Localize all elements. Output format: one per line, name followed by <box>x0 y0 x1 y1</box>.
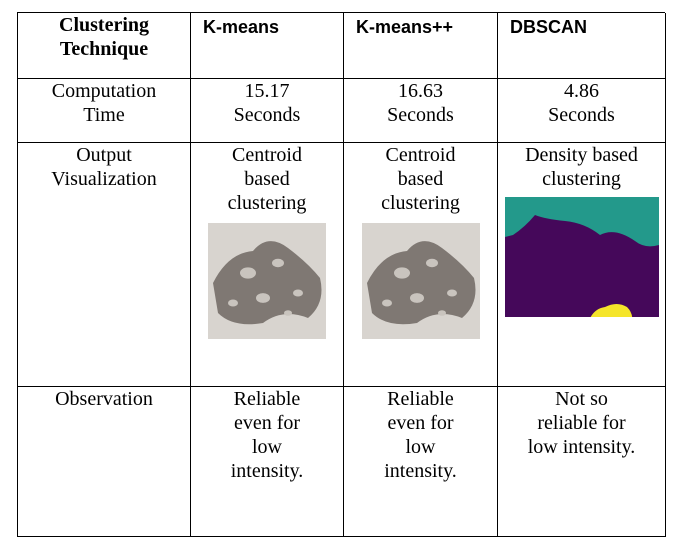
table-cell: DBSCAN <box>498 13 666 79</box>
cell-text: low <box>344 435 497 459</box>
kmeans-output-image <box>208 223 326 339</box>
cell-text: Technique <box>18 37 190 61</box>
cell-text: even for <box>344 411 497 435</box>
cell-text: Reliable <box>344 387 497 411</box>
cell-text: Clustering <box>18 13 190 37</box>
cell-text: K-means++ <box>356 15 497 39</box>
cell-text: Seconds <box>344 103 497 127</box>
cell-text: 16.63 <box>344 79 497 103</box>
cell-text: Output <box>18 143 190 167</box>
cell-text: Centroid <box>191 143 343 167</box>
cell-text: Computation <box>18 79 190 103</box>
cell-text: Reliable <box>191 387 343 411</box>
cell-text: based <box>344 167 497 191</box>
cell-text: K-means <box>203 15 343 39</box>
dbscan-output-image <box>505 197 659 317</box>
cell-text: Observation <box>18 387 190 411</box>
cell-text: Seconds <box>498 103 665 127</box>
table-cell: K-means++ <box>344 13 498 79</box>
cell-text: Not so <box>498 387 665 411</box>
cell-text: low <box>191 435 343 459</box>
kmeans-output-image <box>362 223 480 339</box>
cell-text: Time <box>18 103 190 127</box>
cell-text: Visualization <box>18 167 190 191</box>
cell-text: intensity. <box>191 459 343 483</box>
cell-text: low intensity. <box>498 435 665 459</box>
cell-text: Seconds <box>191 103 343 127</box>
cell-text: based <box>191 167 343 191</box>
cell-text: clustering <box>191 191 343 215</box>
cell-text: intensity. <box>344 459 497 483</box>
cell-text: even for <box>191 411 343 435</box>
cell-text: reliable for <box>498 411 665 435</box>
table-cell: Observation <box>18 387 191 537</box>
cell-text: clustering <box>498 167 665 191</box>
cell-text: 4.86 <box>498 79 665 103</box>
cell-text: Density based <box>498 143 665 167</box>
table-cell: K-means <box>191 13 344 79</box>
cell-text: DBSCAN <box>510 15 665 39</box>
cell-text: clustering <box>344 191 497 215</box>
cell-text: Centroid <box>344 143 497 167</box>
cell-text: 15.17 <box>191 79 343 103</box>
page: ClusteringTechnique K-means K-means++ DBSCA… <box>0 0 681 536</box>
